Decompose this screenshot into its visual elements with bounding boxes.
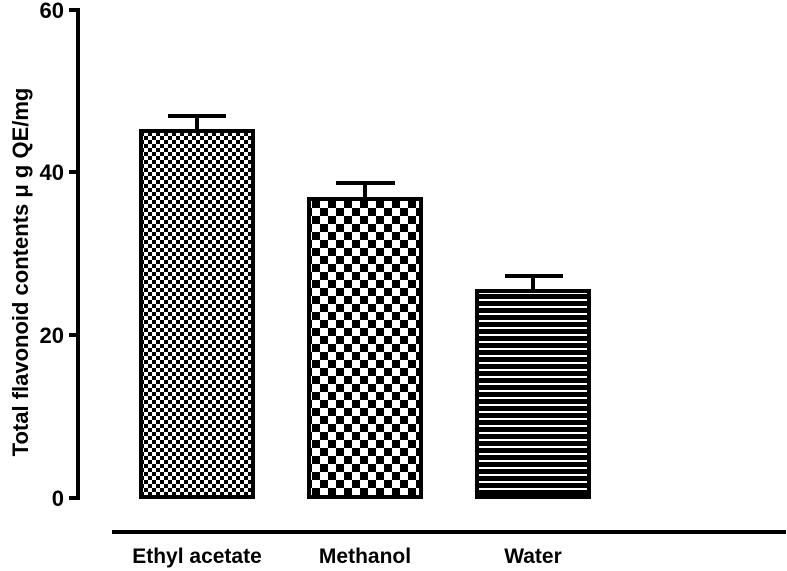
bar-water <box>475 274 591 499</box>
x-category-label: Methanol <box>319 545 411 568</box>
bar-ethyl-acetate <box>139 114 255 499</box>
bar-methanol <box>307 181 423 499</box>
y-tick-label: 40 <box>40 160 64 185</box>
y-axis-title: Total flavonoid contents μ g QE/mg <box>8 88 33 457</box>
x-category-label: Water <box>504 545 562 568</box>
y-tick-label: 20 <box>40 323 64 348</box>
x-category-label: Ethyl acetate <box>132 545 262 568</box>
y-tick-label: 0 <box>52 486 64 511</box>
y-tick-label: 60 <box>40 0 64 23</box>
y-axis: 0 20 40 60 <box>40 0 80 511</box>
